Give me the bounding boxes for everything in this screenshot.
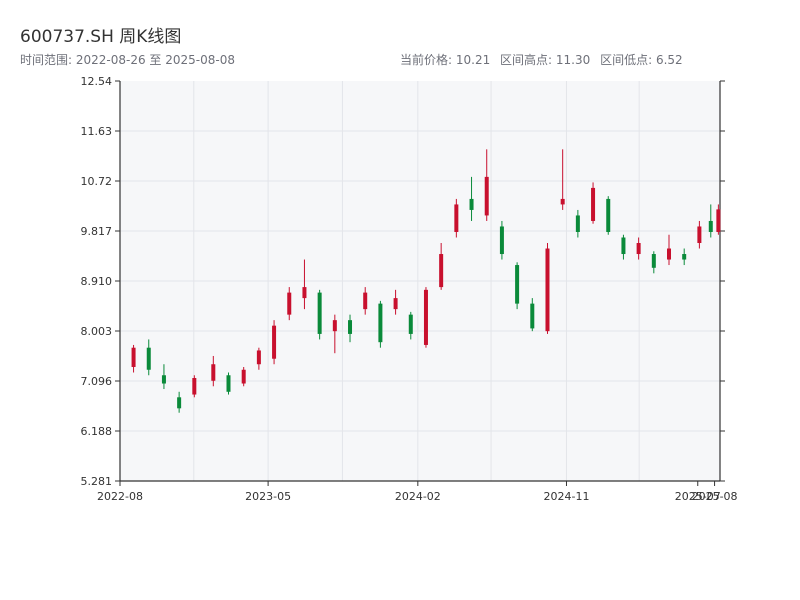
candle-body[interactable]	[363, 292, 368, 310]
y-tick-label: 8.003	[81, 325, 113, 338]
candle-body[interactable]	[636, 243, 641, 255]
candle-body[interactable]	[682, 254, 687, 260]
candle-body[interactable]	[530, 303, 535, 329]
y-tick-label: 12.54	[81, 75, 113, 88]
x-tick-label: 2024-02	[395, 490, 441, 503]
x-tick-label: 2025-08	[692, 490, 738, 503]
candle-body[interactable]	[161, 375, 166, 384]
x-tick-label: 2023-05	[245, 490, 291, 503]
chart-title: 600737.SH 周K线图	[20, 27, 182, 47]
candle-body[interactable]	[272, 325, 277, 359]
candle-body[interactable]	[378, 303, 383, 343]
candle-body[interactable]	[484, 176, 489, 216]
candle-body[interactable]	[131, 347, 136, 367]
candle-body[interactable]	[241, 369, 246, 384]
price-stats: 当前价格: 10.21 区间高点: 11.30 区间低点: 6.52	[400, 51, 689, 68]
candle-body[interactable]	[192, 378, 197, 395]
candle-body[interactable]	[499, 226, 504, 255]
candle-body[interactable]	[317, 292, 322, 334]
y-tick-label: 10.72	[81, 175, 113, 188]
y-tick-label: 7.096	[81, 375, 113, 388]
candle-body[interactable]	[423, 289, 428, 345]
current-price: 当前价格: 10.21	[400, 53, 491, 67]
candle-body[interactable]	[621, 237, 626, 255]
candle-body[interactable]	[545, 248, 550, 332]
y-tick-label: 11.63	[81, 125, 113, 138]
candle-body[interactable]	[454, 204, 459, 232]
candle-body[interactable]	[146, 347, 151, 370]
candle-body[interactable]	[515, 265, 520, 304]
range-low: 区间低点: 6.52	[600, 53, 683, 67]
candle-body[interactable]	[332, 320, 337, 332]
x-tick-label: 2024-11	[543, 490, 589, 503]
range-high: 区间高点: 11.30	[500, 53, 591, 67]
candle-body[interactable]	[606, 198, 611, 232]
y-tick-label: 5.281	[81, 475, 113, 488]
candle-body[interactable]	[651, 254, 656, 268]
candle-body[interactable]	[591, 187, 596, 221]
candle-body[interactable]	[302, 287, 307, 299]
candle-body[interactable]	[708, 220, 713, 232]
candle-body[interactable]	[667, 248, 672, 260]
candle-body[interactable]	[408, 314, 413, 334]
candle-body[interactable]	[256, 350, 261, 365]
candle-body[interactable]	[226, 375, 231, 392]
candle-body[interactable]	[439, 254, 444, 288]
candle-body[interactable]	[575, 215, 580, 232]
candle-body[interactable]	[469, 198, 474, 210]
candle-body[interactable]	[697, 226, 702, 244]
x-tick-label: 2022-08	[97, 490, 143, 503]
y-tick-label: 9.817	[81, 225, 113, 238]
x-tick-label: 2025-07	[675, 490, 721, 503]
candle-body[interactable]	[716, 209, 721, 232]
time-range-label: 时间范围: 2022-08-26 至 2025-08-08	[20, 53, 235, 67]
candle-body[interactable]	[287, 292, 292, 315]
candle-body[interactable]	[560, 198, 565, 205]
candle-body[interactable]	[177, 397, 182, 409]
candle-body[interactable]	[211, 364, 216, 381]
y-tick-label: 6.188	[81, 425, 113, 438]
candle-body[interactable]	[348, 320, 353, 334]
candle-body[interactable]	[393, 298, 398, 310]
y-tick-label: 8.910	[81, 275, 113, 288]
